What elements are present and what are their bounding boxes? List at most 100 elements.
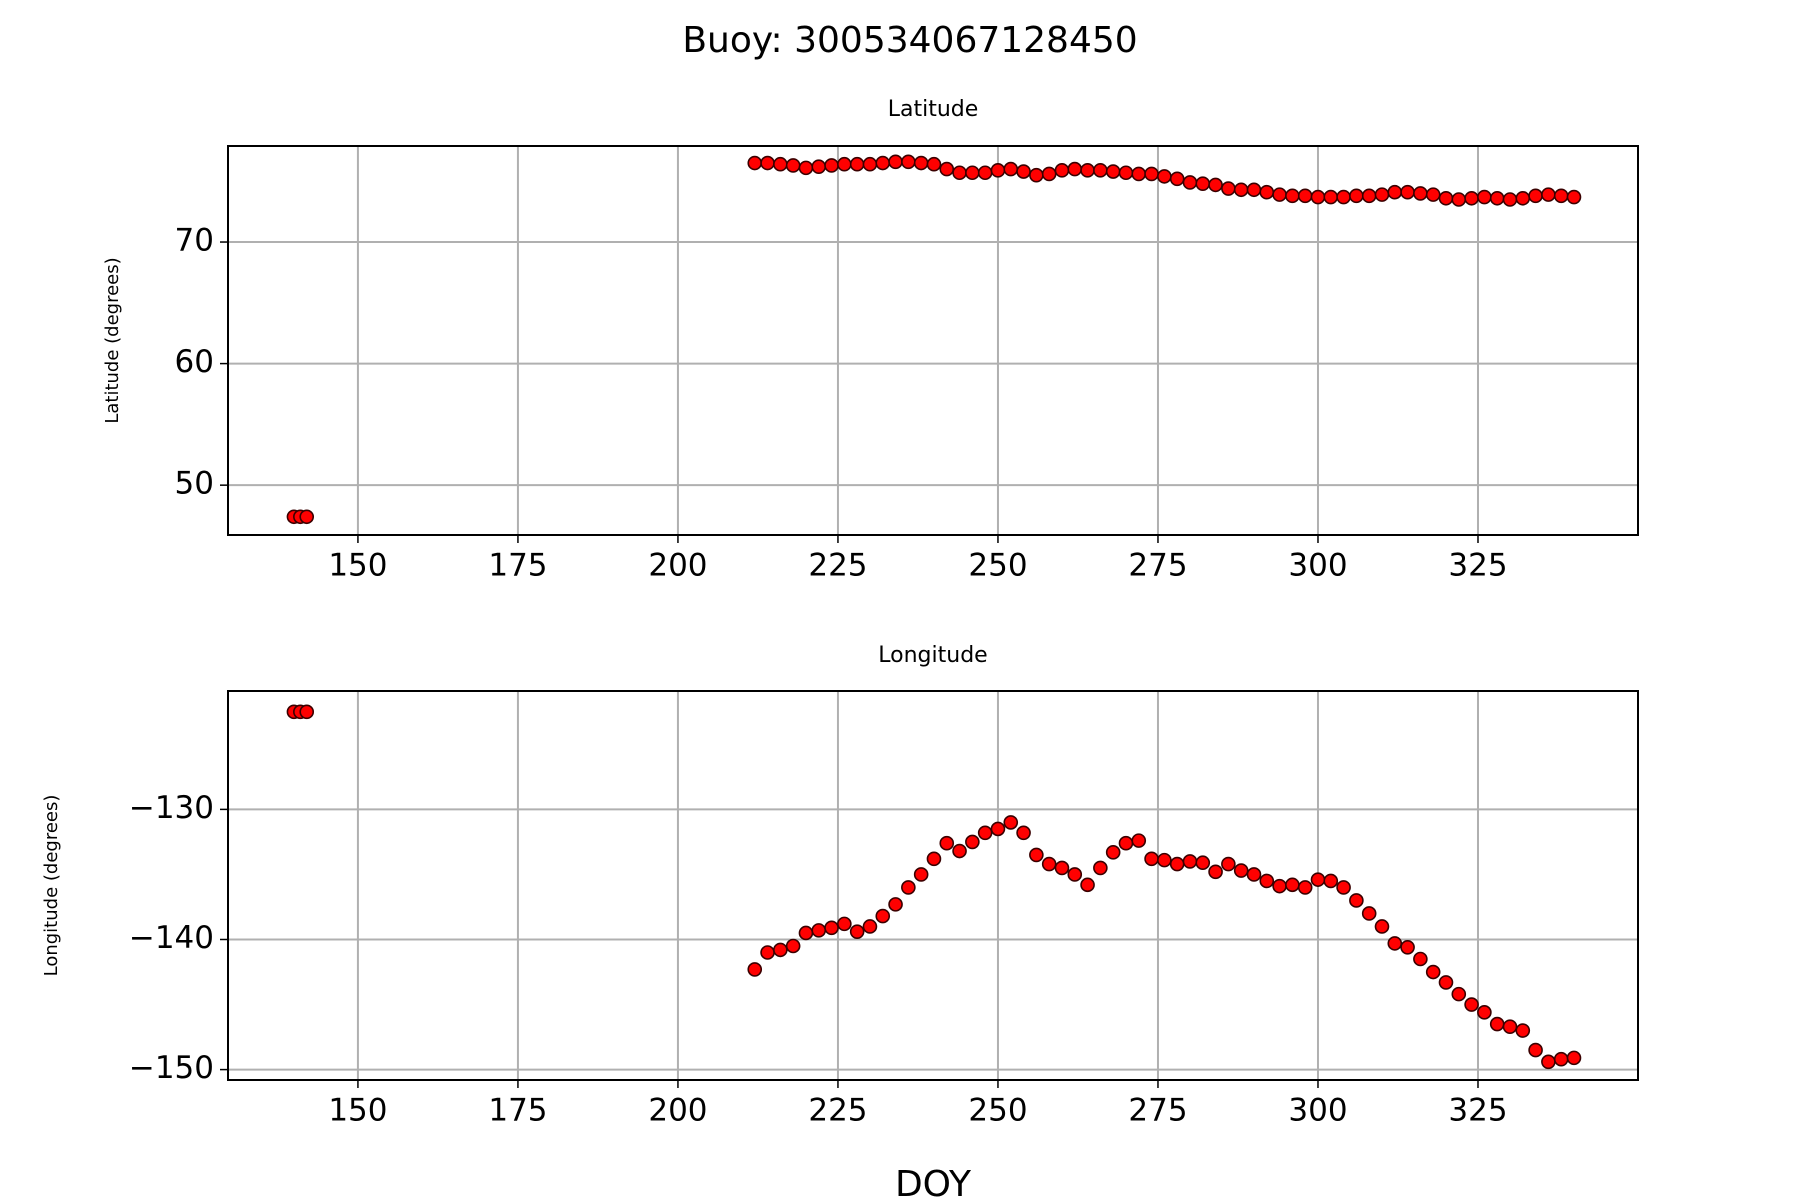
data-point [1374, 187, 1390, 202]
data-point [824, 158, 839, 173]
x-tick-label: 200 [648, 1093, 707, 1129]
y-tick-label: 60 [175, 344, 214, 380]
data-point [1157, 169, 1172, 184]
data-point [1489, 1016, 1505, 1032]
data-point [773, 942, 788, 958]
data-point [1016, 825, 1031, 841]
data-point [1041, 856, 1057, 872]
data-point [1118, 165, 1134, 181]
axes-frame [227, 690, 1639, 1081]
data-point [1310, 189, 1326, 205]
data-point [952, 843, 967, 859]
data-point [299, 704, 315, 720]
data-point [1246, 867, 1262, 882]
data-point [1093, 163, 1108, 178]
data-point [1387, 936, 1403, 951]
data-point [875, 908, 891, 924]
data-point [1464, 997, 1479, 1012]
data-point [1541, 187, 1556, 202]
y-axis-label: Latitude (degrees) [102, 257, 123, 423]
data-point [1221, 181, 1236, 196]
data-point [1118, 835, 1134, 851]
data-point [785, 158, 801, 173]
data-point [990, 821, 1006, 837]
data-point [901, 880, 916, 895]
data-point [926, 156, 942, 172]
data-point [1029, 167, 1044, 183]
data-point [1323, 873, 1339, 889]
data-point [1323, 189, 1339, 205]
y-tick-label: −130 [129, 790, 214, 826]
data-point [1259, 184, 1275, 200]
data-point [849, 156, 865, 172]
data-point [1233, 182, 1249, 198]
data-point [1400, 939, 1415, 955]
data-point [1144, 166, 1159, 182]
data-point [1144, 851, 1159, 867]
data-point [1272, 187, 1287, 202]
x-tick-label: 225 [808, 548, 867, 584]
x-tick-label: 325 [1448, 1093, 1507, 1129]
data-point [1093, 860, 1108, 876]
data-point [1169, 856, 1185, 872]
data-point [747, 155, 763, 171]
data-point [1003, 161, 1019, 177]
data-point [1528, 188, 1543, 204]
data-point [760, 945, 775, 960]
data-point [926, 851, 942, 867]
data-point [1425, 964, 1441, 980]
data-point [875, 155, 891, 171]
data-point [1553, 188, 1569, 204]
data-point [1195, 855, 1211, 871]
data-point [939, 161, 955, 177]
data-point [1413, 186, 1428, 201]
data-point [1285, 877, 1300, 893]
data-point [1157, 852, 1172, 868]
subplot-title: Longitude [878, 643, 987, 668]
data-point [1361, 906, 1377, 921]
data-point [1054, 860, 1070, 876]
data-point [1310, 872, 1326, 887]
plot-area [286, 154, 1582, 525]
data-point [1438, 190, 1454, 206]
data-point [773, 156, 788, 172]
subplot-title: Latitude [888, 97, 979, 122]
data-point [965, 834, 980, 850]
data-point [1541, 1054, 1556, 1070]
data-point [1067, 161, 1083, 177]
x-tick-label: 250 [968, 1093, 1027, 1129]
data-point [1528, 1042, 1543, 1058]
data-point [1361, 188, 1377, 204]
x-tick-label: 300 [1288, 548, 1347, 584]
data-point [1566, 189, 1582, 205]
data-point [1464, 190, 1479, 206]
data-point [1003, 815, 1019, 830]
data-point [1182, 175, 1198, 190]
data-point [785, 938, 801, 954]
data-point [1233, 863, 1249, 878]
x-tick-label: 300 [1288, 1093, 1347, 1129]
data-point [1349, 188, 1364, 204]
data-point [1413, 951, 1428, 967]
data-point [1451, 986, 1467, 1002]
x-tick-label: 200 [648, 548, 707, 584]
data-point [990, 163, 1006, 178]
data-point [824, 920, 839, 936]
data-point [1041, 166, 1057, 182]
data-point [1105, 164, 1121, 179]
axes-frame [227, 145, 1639, 536]
data-point [1272, 878, 1287, 894]
data-point [837, 916, 852, 932]
x-tick-label: 175 [488, 548, 547, 584]
plot-area [286, 704, 1582, 1070]
data-point [299, 509, 315, 525]
data-point [977, 825, 993, 841]
data-point [888, 897, 903, 912]
data-point [811, 159, 827, 174]
data-point [1502, 192, 1518, 207]
data-point [1105, 845, 1121, 860]
data-point [1374, 919, 1390, 934]
y-tick-label: −150 [129, 1050, 214, 1086]
x-axis-label: DOY [895, 1164, 972, 1200]
